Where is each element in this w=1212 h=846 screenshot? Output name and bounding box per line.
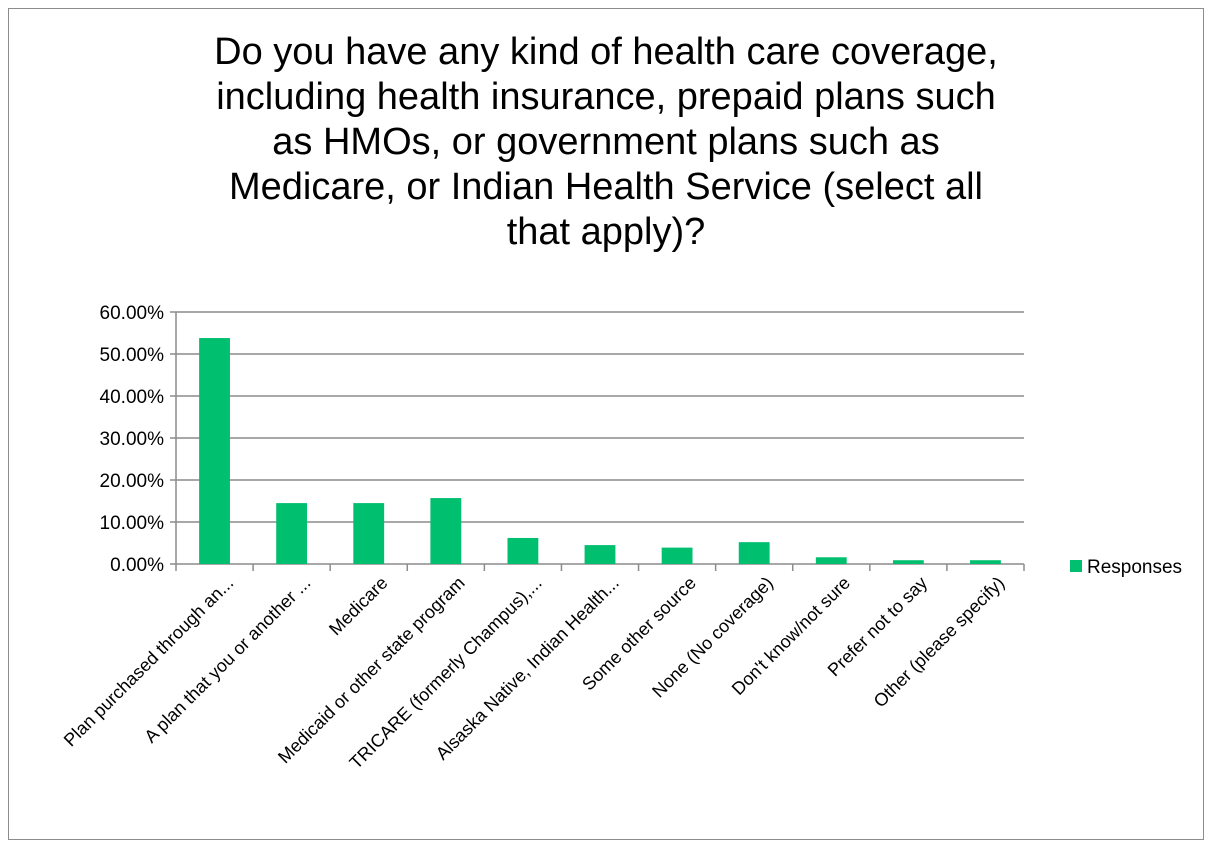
bar bbox=[738, 542, 770, 564]
y-tick-label: 40.00% bbox=[100, 387, 165, 408]
y-tick-label: 60.00% bbox=[100, 303, 165, 324]
y-tick-label: 0.00% bbox=[110, 555, 164, 576]
chart-title-line-5: that apply)? bbox=[506, 211, 706, 253]
chart-title-line-3: as HMOs, or government plans such as bbox=[272, 121, 940, 163]
legend-label: Responses bbox=[1087, 557, 1182, 578]
y-tick-label: 30.00% bbox=[100, 429, 165, 450]
legend-swatch bbox=[1070, 560, 1082, 572]
y-tick-label: 50.00% bbox=[100, 345, 165, 366]
bar bbox=[584, 545, 616, 564]
chart-title-line-2: including health insurance, prepaid plan… bbox=[216, 76, 996, 118]
bar bbox=[815, 557, 847, 564]
x-tick-label: A plan that you or another ... bbox=[140, 573, 314, 747]
chart-title-line-1: Do you have any kind of health care cove… bbox=[214, 31, 998, 73]
chart-title: Do you have any kind of health care cove… bbox=[0, 30, 1212, 255]
y-tick-label: 10.00% bbox=[100, 513, 165, 534]
chart-title-line-4: Medicare, or Indian Health Service (sele… bbox=[228, 166, 983, 208]
y-tick-label: 20.00% bbox=[100, 471, 165, 492]
bar bbox=[353, 503, 385, 564]
bar bbox=[892, 560, 924, 564]
bar bbox=[661, 547, 693, 564]
x-tick-label: Other (please specify) bbox=[870, 573, 1009, 712]
bar bbox=[199, 338, 230, 564]
bar bbox=[430, 498, 462, 564]
bar bbox=[507, 537, 539, 564]
bar bbox=[276, 503, 308, 564]
x-tick-label: Medicare bbox=[325, 573, 391, 639]
bar bbox=[970, 560, 1001, 564]
